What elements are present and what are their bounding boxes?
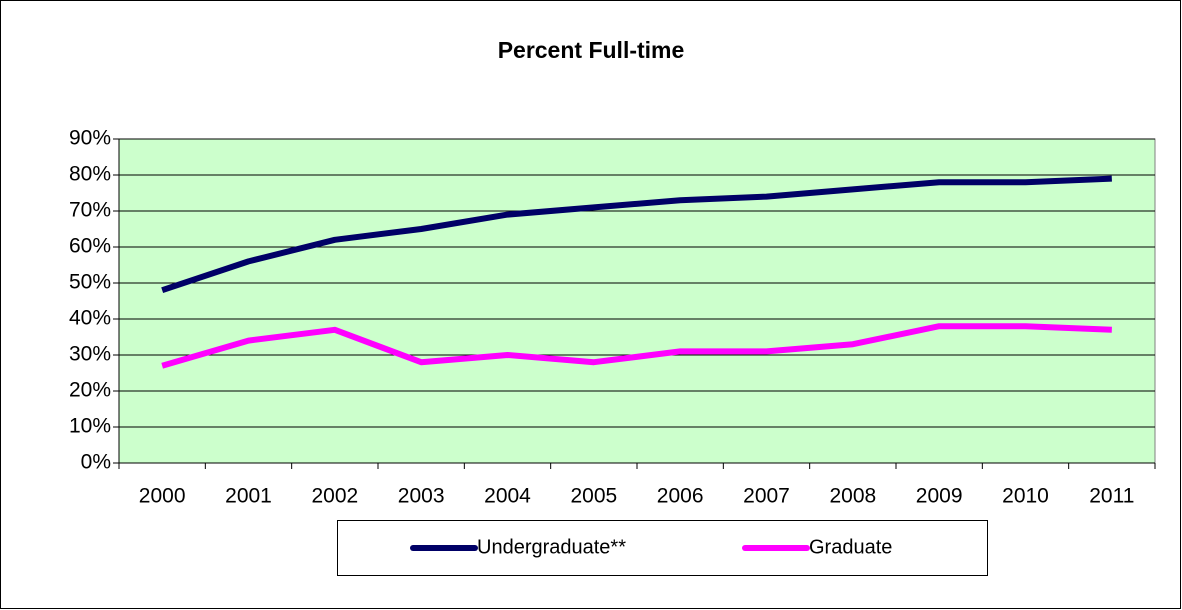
x-tick-label: 2000 [139,485,186,508]
x-tick-label: 2006 [657,485,704,508]
y-tick-label: 0% [81,451,111,474]
y-tick-label: 60% [69,235,111,258]
x-tick-label: 2001 [225,485,272,508]
y-tick-label: 20% [69,379,111,402]
plot-area [118,138,1156,464]
x-tick-label: 2009 [916,485,963,508]
legend-label: Undergraduate** [477,536,626,558]
x-tick-label: 2008 [829,485,876,508]
x-tick-label: 2010 [1002,485,1049,508]
chart-title: Percent Full-time [498,37,685,63]
y-tick-label: 10% [69,415,111,438]
y-tick-label: 90% [69,127,111,150]
x-tick-label: 2007 [743,485,790,508]
legend-label: Graduate [809,536,892,558]
y-tick-label: 80% [69,163,111,186]
series-line [161,175,1112,294]
y-tick-label: 50% [69,271,111,294]
y-tick-label: 40% [69,307,111,330]
series-line [161,323,1112,369]
y-tick-label: 70% [69,199,111,222]
x-tick-label: 2004 [484,485,531,508]
x-tick-label: 2005 [570,485,617,508]
y-tick-label: 30% [69,343,111,366]
x-tick-label: 2003 [398,485,445,508]
x-tick-label: 2002 [311,485,358,508]
x-tick-label: 2011 [1089,485,1134,508]
